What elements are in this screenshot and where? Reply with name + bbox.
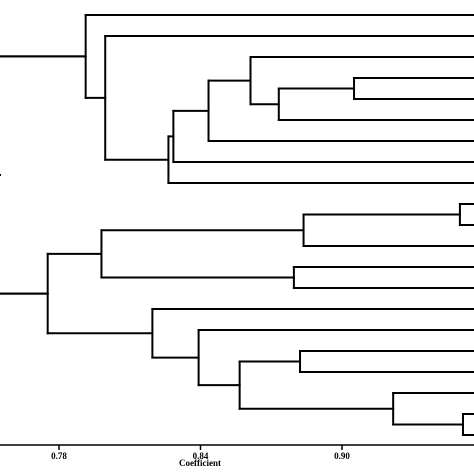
x-axis-title: Coefficient [179,458,221,468]
x-tick-label-2: 0.90 [334,451,350,461]
x-tick-label-1: 0.84 [193,451,209,461]
x-axis-ticks: 0.78 0.84 0.90 [51,445,350,461]
dendrogram-branches [0,14,474,436]
x-tick-label-0: 0.78 [51,451,67,461]
